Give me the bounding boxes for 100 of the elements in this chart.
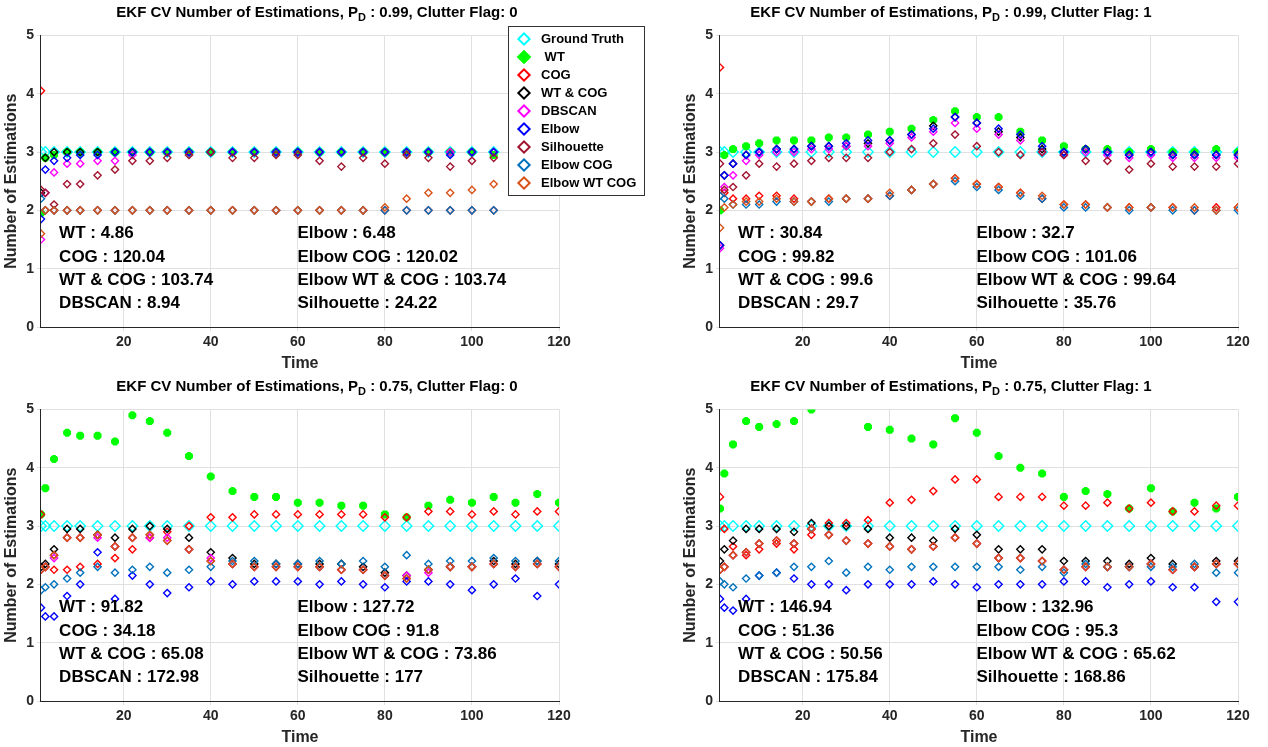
annotation: Silhouette : 177 [297,667,424,687]
y-tick-label: 5 [705,26,714,43]
y-axis-title: Number of Estimations [2,467,20,643]
annotation: Elbow : 6.48 [297,223,396,243]
annotation: WT & COG : 65.08 [59,644,204,664]
y-tick-label: 3 [705,516,714,533]
x-tick-label: 60 [290,707,306,724]
annotation: WT & COG : 103.74 [59,270,214,290]
annotation: WT : 91.82 [59,597,144,617]
y-axis-title: Number of Estimations [681,467,699,643]
y-tick-label: 4 [705,458,714,475]
x-tick-label: 100 [460,333,484,350]
y-tick-label: 5 [26,400,35,417]
x-tick-label: 100 [1139,707,1163,724]
y-tick-label: 1 [26,259,35,276]
x-axis-title: Time [960,727,998,745]
x-axis-title: Time [281,353,319,371]
annotation: Elbow COG : 91.8 [297,620,440,640]
y-tick-label: 0 [705,317,714,334]
x-tick-label: 80 [377,333,393,350]
x-axis-title: Time [960,353,998,371]
x-tick-label: 60 [969,707,985,724]
y-axis-title: Number of Estimations [2,93,20,269]
x-tick-label: 80 [1056,707,1072,724]
y-tick-label: 2 [26,201,35,218]
annotation: DBSCAN : 29.7 [738,293,860,313]
annotation: Elbow COG : 101.06 [976,246,1138,266]
y-tick-label: 3 [26,516,35,533]
legend-label: WT [543,48,565,66]
x-tick-label: 20 [115,707,132,724]
legend-label: Elbow COG [541,156,613,174]
annotation: WT & COG : 99.6 [738,270,874,290]
x-tick-label: 40 [881,707,898,724]
annotation: COG : 51.36 [738,620,835,640]
annotation: DBSCAN : 8.94 [59,293,181,313]
annotation: Elbow WT & COG : 99.64 [976,270,1177,290]
annotation: Silhouette : 168.86 [976,667,1126,687]
chart-title: EKF CV Number of Estimations, P$_{D}$ : 0.75, Clutter Flag: 0 [115,376,519,398]
x-tick-label: 120 [1226,707,1250,724]
x-tick-label: 120 [547,707,571,724]
y-tick-label: 0 [705,691,714,708]
legend-label: Silhouette [541,138,604,156]
x-tick-label: 40 [202,707,219,724]
legend-label: COG [541,66,571,84]
x-tick-label: 20 [794,707,811,724]
y-axis-title: Number of Estimations [681,93,699,269]
annotation: Elbow : 132.96 [976,597,1094,617]
annotation: Elbow WT & COG : 65.62 [976,644,1176,664]
legend-label: DBSCAN [541,102,597,120]
x-tick-label: 40 [881,333,898,350]
x-tick-label: 100 [460,707,484,724]
y-tick-label: 1 [26,633,35,650]
annotation: Silhouette : 35.76 [976,293,1117,313]
y-tick-label: 5 [705,400,714,417]
y-tick-label: 4 [705,84,714,101]
annotation: WT & COG : 50.56 [738,644,883,664]
x-tick-label: 80 [377,707,393,724]
annotation: Silhouette : 24.22 [297,293,438,313]
y-tick-label: 2 [26,575,35,592]
y-tick-label: 1 [705,633,714,650]
legend-label: Elbow WT COG [541,174,637,192]
x-tick-label: 120 [1226,333,1250,350]
x-tick-label: 80 [1056,333,1072,350]
y-tick-label: 3 [705,142,714,159]
chart-title: EKF CV Number of Estimations, P$_{D}$ : 0.99, Clutter Flag: 0 [115,2,519,24]
chart-title: EKF CV Number of Estimations, P$_{D}$ : 0.75, Clutter Flag: 1 [749,376,1153,398]
x-tick-label: 120 [547,333,571,350]
y-tick-label: 1 [705,259,714,276]
y-tick-label: 2 [705,575,714,592]
annotation: DBSCAN : 172.98 [59,667,199,687]
y-tick-label: 2 [705,201,714,218]
annotation: WT : 146.94 [738,597,833,617]
x-tick-label: 100 [1139,333,1163,350]
x-tick-label: 20 [794,333,811,350]
annotation: WT : 30.84 [738,223,823,243]
annotation: COG : 120.04 [59,246,166,266]
annotation: Elbow WT & COG : 73.86 [297,644,497,664]
legend-label: Elbow [541,120,580,138]
x-axis-title: Time [281,727,319,745]
x-tick-label: 20 [115,333,132,350]
annotation: WT : 4.86 [59,223,134,243]
annotation: Elbow COG : 120.02 [297,246,459,266]
annotation: Elbow COG : 95.3 [976,620,1119,640]
annotation: Elbow : 32.7 [976,223,1075,243]
annotation: COG : 34.18 [59,620,156,640]
y-tick-label: 0 [26,317,35,334]
legend-label: WT & COG [541,84,608,102]
chart-title: EKF CV Number of Estimations, P$_{D}$ : 0.99, Clutter Flag: 1 [749,2,1153,24]
annotation: Elbow WT & COG : 103.74 [297,270,507,290]
y-tick-label: 0 [26,691,35,708]
y-tick-label: 5 [26,26,35,43]
annotation: DBSCAN : 175.84 [738,667,879,687]
y-tick-label: 4 [26,458,35,475]
y-tick-label: 4 [26,84,35,101]
annotation: Elbow : 127.72 [297,597,415,617]
legend-label: Ground Truth [541,30,625,48]
x-tick-label: 40 [202,333,219,350]
annotation: COG : 99.82 [738,246,835,266]
y-tick-label: 3 [26,142,35,159]
x-tick-label: 60 [969,333,985,350]
